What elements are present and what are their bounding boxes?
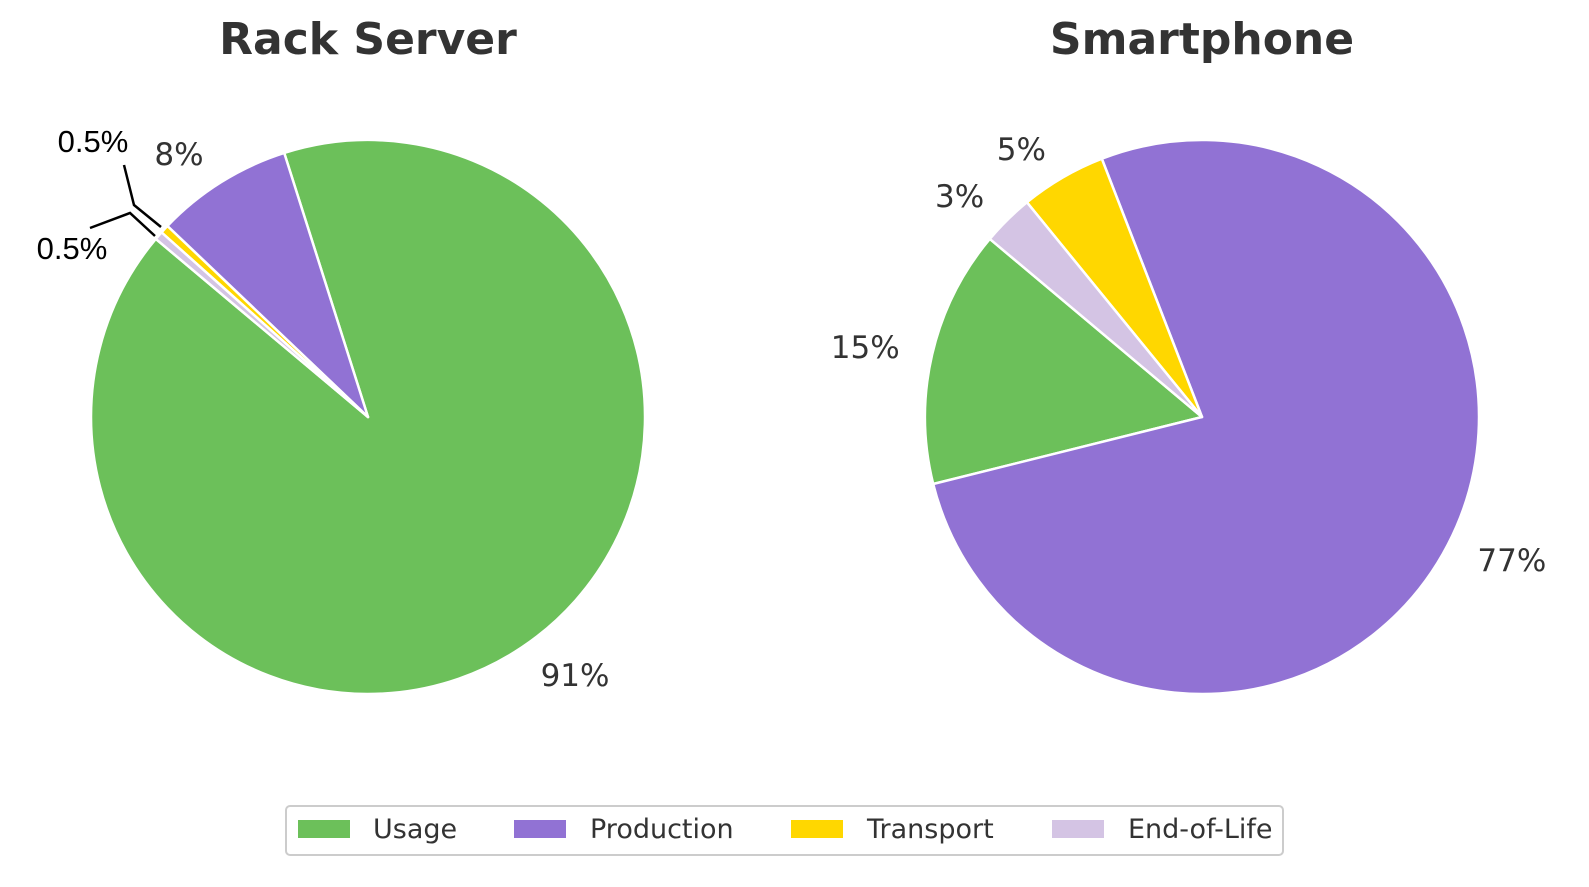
- chart-title-smartphone: Smartphone: [1050, 14, 1354, 65]
- legend-label-production: Production: [590, 814, 734, 845]
- legend-swatch-transport: [791, 820, 843, 838]
- pie-rack-server: Rack Server 91% 8% 0.5% 0.5%: [37, 14, 647, 696]
- pie-label-rack-server-production: 8%: [154, 137, 203, 173]
- pie-label-rack-server-usage: 91%: [541, 658, 610, 694]
- legend-swatch-usage: [298, 820, 350, 838]
- pie-label-smartphone-production: 77%: [1477, 543, 1546, 579]
- legend-swatch-end-of-life: [1052, 820, 1104, 838]
- pie-callout-line-rack-server-transport: [122, 164, 162, 228]
- pie-smartphone: Smartphone 15% 77% 5% 3%: [831, 14, 1546, 696]
- pie-label-smartphone-end-of-life: 3%: [935, 179, 984, 215]
- pie-slice-smartphone-production: [931, 138, 1481, 696]
- legend-label-transport: Transport: [866, 814, 994, 845]
- legend: Usage Production Transport End-of-Life: [285, 805, 1284, 856]
- pie-slice-smartphone-usage: [923, 237, 1204, 486]
- pie-label-rack-server-transport: 0.5%: [58, 124, 129, 159]
- legend-frame: [285, 805, 1284, 856]
- legend-label-end-of-life: End-of-Life: [1128, 814, 1273, 845]
- chart-title-rack-server: Rack Server: [219, 14, 517, 65]
- legend-label-usage: Usage: [373, 814, 457, 845]
- pie-slice-smartphone-end-of-life: [988, 201, 1204, 419]
- pie-label-smartphone-usage: 15%: [831, 330, 900, 366]
- legend-swatch-production: [514, 820, 566, 838]
- pie-label-rack-server-end-of-life: 0.5%: [37, 231, 108, 266]
- pie-slice-rack-server-production: [166, 151, 370, 419]
- pie-slice-rack-server-usage: [89, 138, 647, 696]
- pie-callout-line-rack-server-end-of-life: [89, 211, 156, 237]
- pie-label-smartphone-transport: 5%: [997, 132, 1046, 168]
- pie-slice-rack-server-end-of-life: [154, 231, 370, 419]
